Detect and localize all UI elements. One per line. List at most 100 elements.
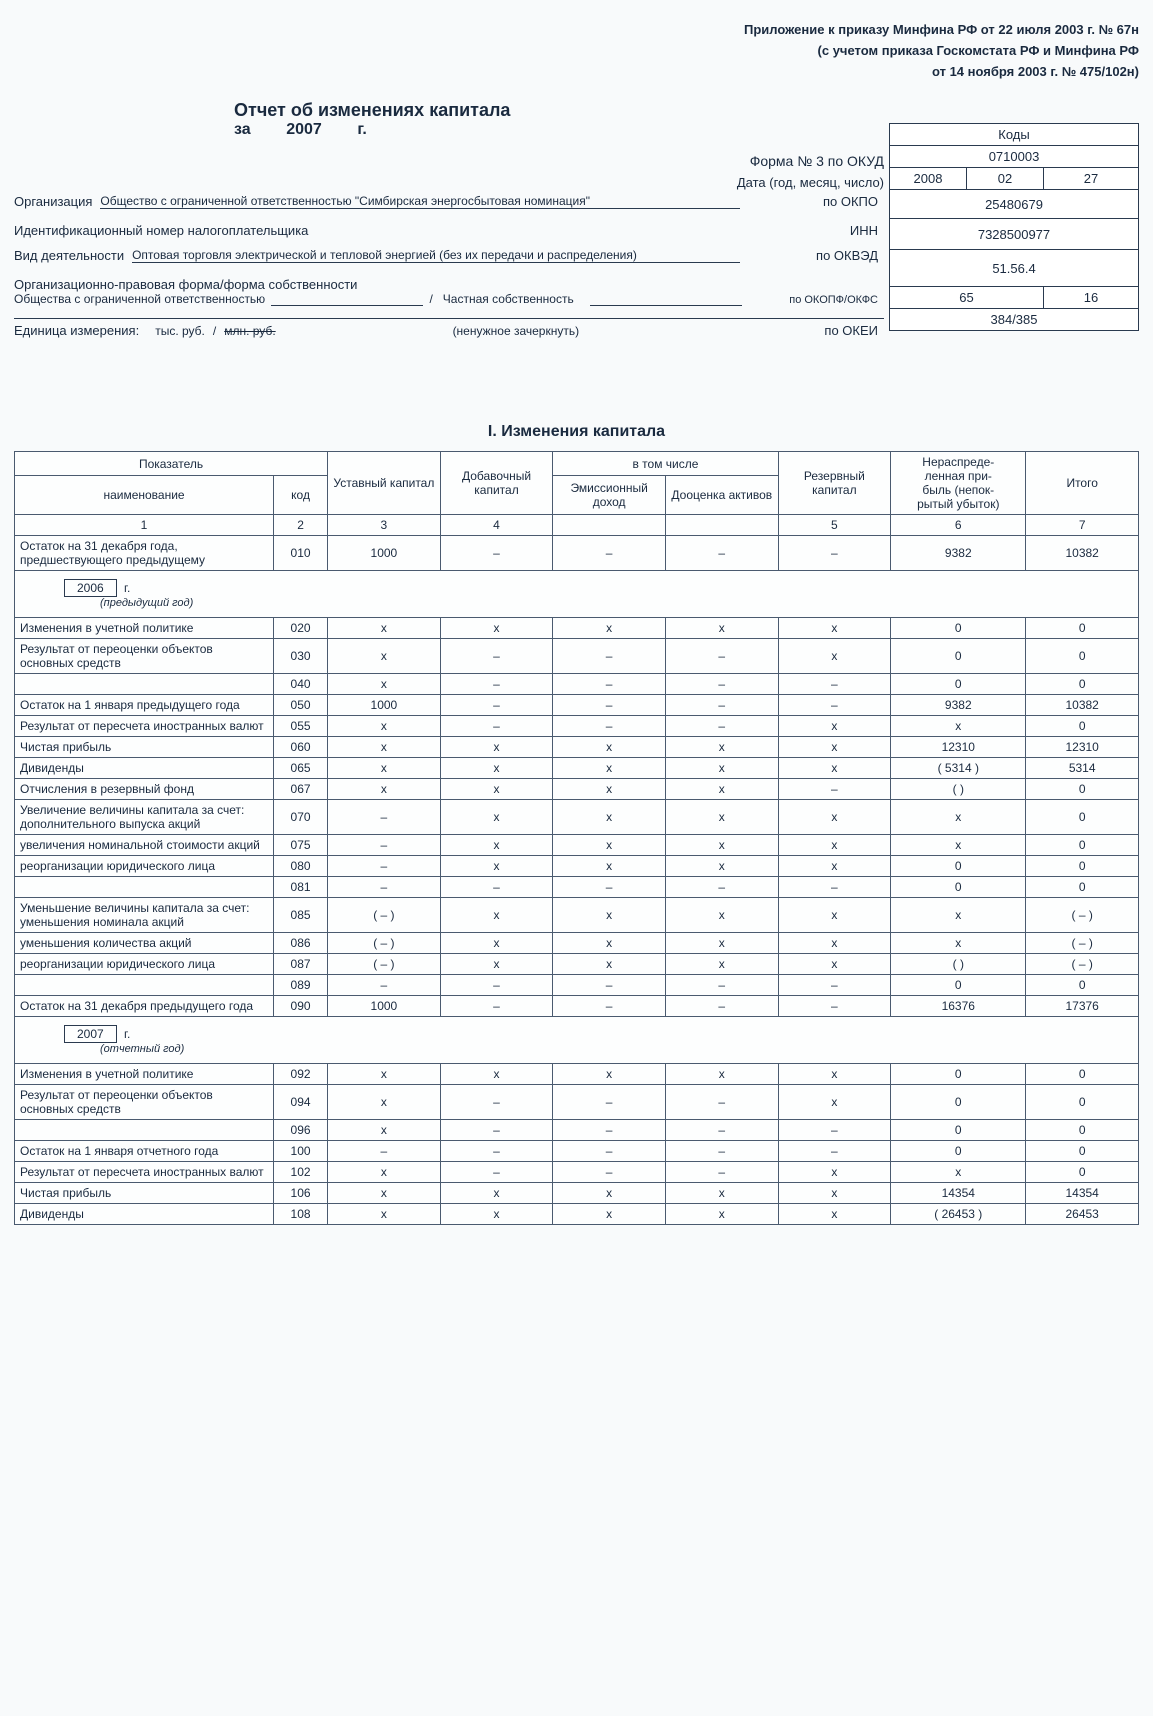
cell-c5: x: [778, 1085, 891, 1120]
capital-changes-table: Показатель Уставный капитал Добавочный к…: [14, 451, 1139, 1225]
cell-c3: x: [328, 674, 441, 695]
cell-c6: 9382: [891, 695, 1026, 716]
cell-c4: –: [440, 639, 553, 674]
cell-c4a: x: [553, 1183, 666, 1204]
cell-c3: –: [328, 1141, 441, 1162]
header-line: (с учетом приказа Госкомстата РФ и Минфи…: [14, 41, 1139, 62]
okopf-label: по ОКОПФ/ОКФС: [748, 294, 878, 306]
cell-c4b: –: [665, 536, 778, 571]
cell-c4a: –: [553, 1085, 666, 1120]
cell-c6: 0: [891, 877, 1026, 898]
cell-c5: x: [778, 758, 891, 779]
cell-c3: –: [328, 800, 441, 835]
cell-c4: x: [440, 898, 553, 933]
cell-name: Остаток на 31 декабря предыдущего года: [15, 996, 274, 1017]
cell-c3: 1000: [328, 536, 441, 571]
hnum: 1: [15, 515, 274, 536]
cell-c5: –: [778, 695, 891, 716]
cell-c6: 14354: [891, 1183, 1026, 1204]
activity-value: Оптовая торговля электрической и теплово…: [132, 248, 740, 263]
hnum: [665, 515, 778, 536]
cell-c6: x: [891, 933, 1026, 954]
cell-name: Результат от пересчета иностранных валют: [15, 716, 274, 737]
cell-c6: x: [891, 1162, 1026, 1183]
cell-c4a: –: [553, 716, 666, 737]
cell-c6: 12310: [891, 737, 1026, 758]
cell-c6: x: [891, 716, 1026, 737]
cell-c4b: x: [665, 618, 778, 639]
cell-name: увеличения номинальной стоимости акций: [15, 835, 274, 856]
table-row: Результат от пересчета иностранных валют…: [15, 1162, 1139, 1183]
cell-name: реорганизации юридического лица: [15, 856, 274, 877]
codes-header: Коды: [890, 124, 1139, 146]
cell-c4: –: [440, 716, 553, 737]
cell-name: Результат от переоценки объектов основны…: [15, 639, 274, 674]
cell-c4b: –: [665, 1120, 778, 1141]
cell-c4: –: [440, 695, 553, 716]
okei-label: по ОКЕИ: [748, 323, 878, 338]
th-dooc: Дооценка активов: [665, 476, 778, 515]
cell-c5: x: [778, 716, 891, 737]
table-row: Остаток на 31 декабря предыдущего года09…: [15, 996, 1139, 1017]
cell-name: Результат от пересчета иностранных валют: [15, 1162, 274, 1183]
cell-name: Чистая прибыль: [15, 737, 274, 758]
cell-c7: 0: [1026, 1120, 1139, 1141]
cell-name: Дивиденды: [15, 758, 274, 779]
cell-c4b: x: [665, 800, 778, 835]
cell-c4b: x: [665, 933, 778, 954]
cell-kod: 065: [274, 758, 328, 779]
unit-mln: млн. руб.: [224, 324, 275, 338]
form-label: Организационно-правовая форма/форма собс…: [14, 277, 884, 292]
cell-c5: x: [778, 1162, 891, 1183]
cell-c5: x: [778, 933, 891, 954]
cell-c7: 12310: [1026, 737, 1139, 758]
cell-c4b: –: [665, 639, 778, 674]
cell-c6: ( 5314 ): [891, 758, 1026, 779]
cell-c4: x: [440, 1064, 553, 1085]
cell-name: Остаток на 31 декабря года, предшествующ…: [15, 536, 274, 571]
table-row: Изменения в учетной политике092xxxxx00: [15, 1064, 1139, 1085]
table-row: Результат от переоценки объектов основны…: [15, 639, 1139, 674]
hnum: 5: [778, 515, 891, 536]
cell-c6: x: [891, 898, 1026, 933]
cell-c3: x: [328, 1162, 441, 1183]
cell-kod: 094: [274, 1085, 328, 1120]
cell-c4b: x: [665, 898, 778, 933]
cell-c4b: x: [665, 835, 778, 856]
cell-c6: x: [891, 800, 1026, 835]
cell-c6: x: [891, 835, 1026, 856]
cell-c5: –: [778, 1141, 891, 1162]
table-row: Уменьшение величины капитала за счет: ум…: [15, 898, 1139, 933]
report-title: Отчет об изменениях капитала: [234, 100, 1139, 121]
cell-c6: 0: [891, 975, 1026, 996]
cell-kod: 108: [274, 1204, 328, 1225]
cell-name: [15, 1120, 274, 1141]
cell-c3: x: [328, 1064, 441, 1085]
cell-kod: 075: [274, 835, 328, 856]
cell-c6: ( 26453 ): [891, 1204, 1026, 1225]
cell-c4a: x: [553, 618, 666, 639]
cell-kod: 081: [274, 877, 328, 898]
cell-name: Изменения в учетной политике: [15, 1064, 274, 1085]
cell-c7: 0: [1026, 618, 1139, 639]
cell-c4a: –: [553, 1162, 666, 1183]
cell-c4a: x: [553, 835, 666, 856]
cell-c4a: –: [553, 975, 666, 996]
cell-c4a: –: [553, 639, 666, 674]
cell-c6: 0: [891, 856, 1026, 877]
th-vtom: в том числе: [553, 452, 778, 476]
cell-c5: –: [778, 975, 891, 996]
cell-c3: x: [328, 716, 441, 737]
cell-c5: –: [778, 1120, 891, 1141]
cell-c4a: x: [553, 1204, 666, 1225]
table-row: Результат от переоценки объектов основны…: [15, 1085, 1139, 1120]
cell-c3: –: [328, 877, 441, 898]
hnum: 6: [891, 515, 1026, 536]
okved-value: 51.56.4: [890, 250, 1139, 287]
table-row: увеличения номинальной стоимости акций07…: [15, 835, 1139, 856]
cell-name: Остаток на 1 января предыдущего года: [15, 695, 274, 716]
cell-c4b: x: [665, 856, 778, 877]
cell-c6: 9382: [891, 536, 1026, 571]
cell-c4b: x: [665, 758, 778, 779]
th-pokazatel: Показатель: [15, 452, 328, 476]
